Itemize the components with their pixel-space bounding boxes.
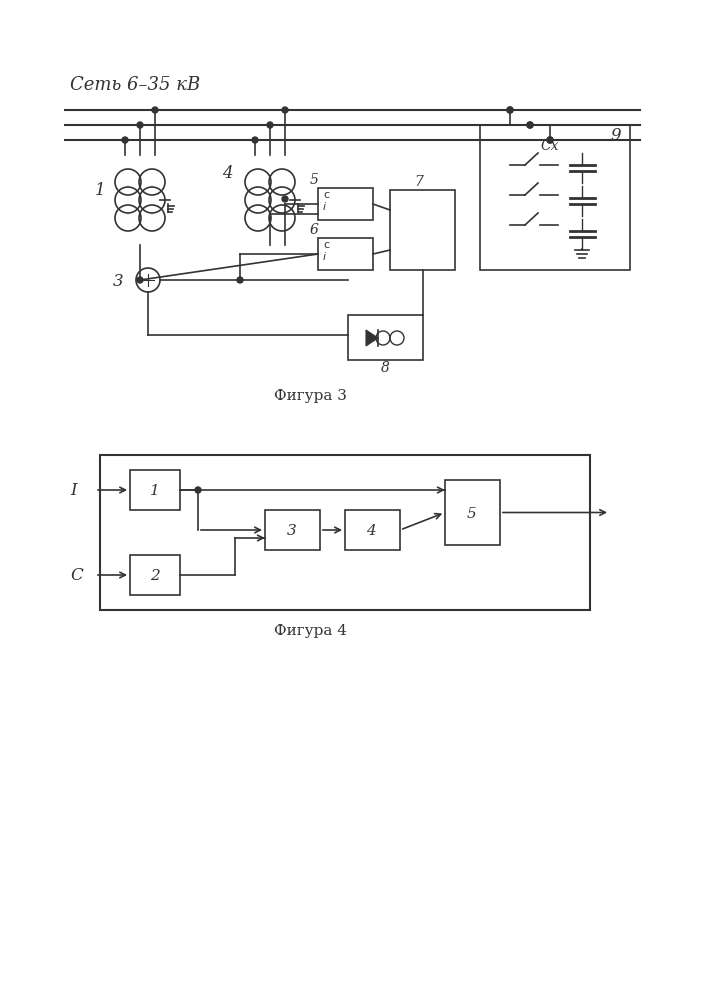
Bar <box>318 238 373 270</box>
Bar <box>348 315 423 360</box>
Text: 1: 1 <box>150 484 160 498</box>
Bar <box>445 480 500 545</box>
Text: Фигура 4: Фигура 4 <box>274 624 346 638</box>
Bar <box>130 555 180 595</box>
Text: Сеть 6–35 кВ: Сеть 6–35 кВ <box>70 76 200 94</box>
Text: 1: 1 <box>95 182 105 199</box>
Bar <box>130 470 180 510</box>
Circle shape <box>527 122 533 128</box>
Text: i: i <box>323 202 326 212</box>
Text: 5: 5 <box>467 506 477 520</box>
Circle shape <box>152 107 158 113</box>
Circle shape <box>507 107 513 113</box>
Circle shape <box>507 107 513 113</box>
Circle shape <box>547 137 553 143</box>
Bar <box>318 188 373 220</box>
Circle shape <box>267 122 273 128</box>
Circle shape <box>252 137 258 143</box>
Bar <box>480 125 630 270</box>
Text: 4: 4 <box>222 165 233 182</box>
Bar <box>390 190 455 270</box>
Text: 8: 8 <box>380 361 390 375</box>
Circle shape <box>122 137 128 143</box>
Text: 3: 3 <box>286 524 296 538</box>
Circle shape <box>195 487 201 493</box>
Text: C: C <box>70 567 83 584</box>
Text: 3: 3 <box>113 273 124 290</box>
Text: 4: 4 <box>366 524 376 538</box>
Circle shape <box>282 196 288 202</box>
Text: 5: 5 <box>310 173 319 187</box>
Text: c: c <box>323 240 329 250</box>
Circle shape <box>547 137 553 143</box>
Text: c: c <box>323 190 329 200</box>
Circle shape <box>282 107 288 113</box>
Text: i: i <box>323 252 326 262</box>
Circle shape <box>137 277 143 283</box>
Circle shape <box>137 122 143 128</box>
Text: Cx: Cx <box>540 139 559 153</box>
Text: I: I <box>70 482 76 499</box>
Bar <box>345 510 400 550</box>
Circle shape <box>237 277 243 283</box>
Bar <box>265 510 320 550</box>
Text: 7: 7 <box>414 175 423 189</box>
Polygon shape <box>366 330 378 346</box>
Text: 2: 2 <box>150 569 160 583</box>
Bar <box>100 455 590 610</box>
Text: 6: 6 <box>310 223 319 237</box>
Circle shape <box>527 122 533 128</box>
Text: 9: 9 <box>610 127 621 144</box>
Text: Фигура 3: Фигура 3 <box>274 389 346 403</box>
